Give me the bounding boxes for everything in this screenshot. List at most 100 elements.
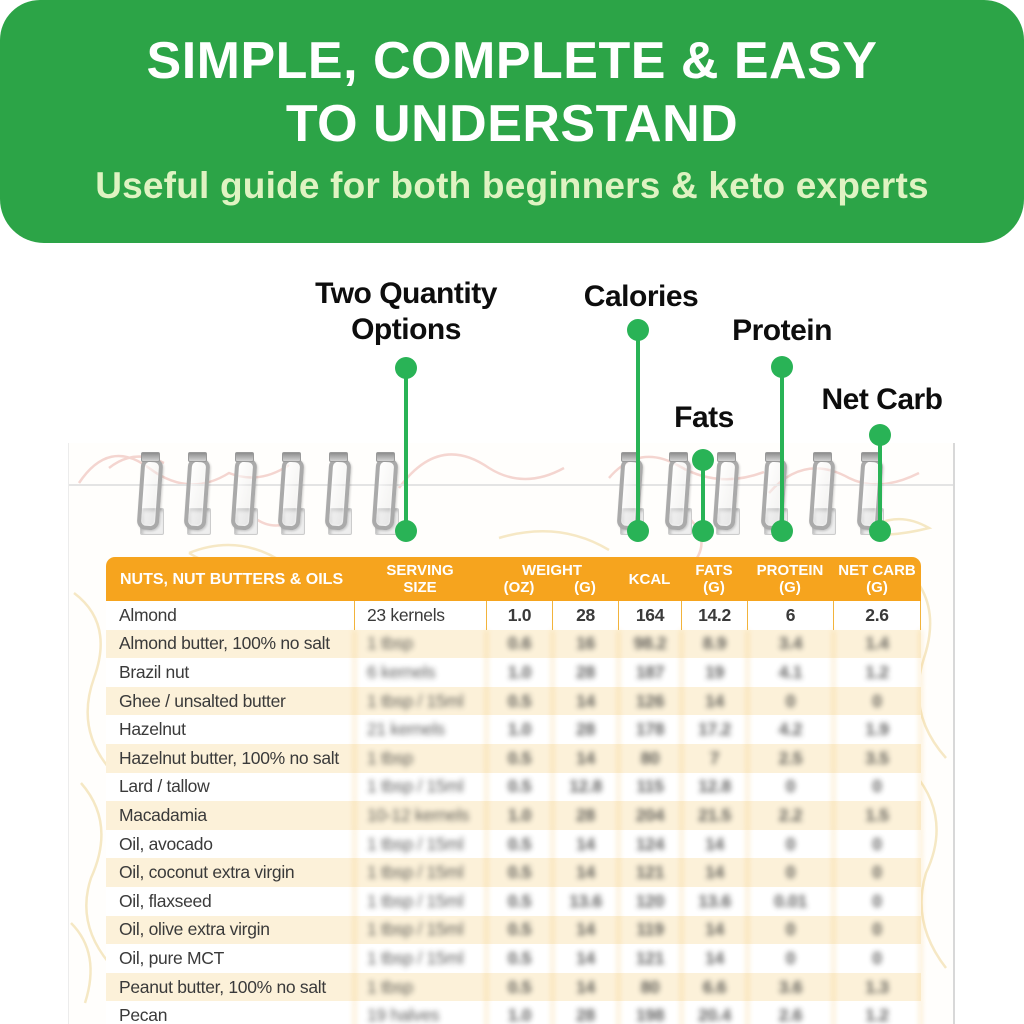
header-weight: WEIGHT (OZ) (G) — [486, 557, 618, 601]
cell-weight-oz: 0.5 — [486, 915, 552, 945]
cell-net-carb: 1.2 — [833, 1001, 921, 1024]
cell-protein: 3.6 — [747, 972, 833, 1002]
cell-food-name: Hazelnut butter, 100% no salt — [119, 747, 339, 768]
cell-food-name: Lard / tallow — [119, 776, 210, 797]
cell-net-carb: 0 — [833, 915, 921, 945]
cell-serving-size: 1 tbsp — [354, 972, 486, 1002]
cell-fats: 17.2 — [681, 715, 747, 744]
pin-stem — [878, 435, 882, 531]
table-row: Oil, pure MCT 1 tbsp / 15ml 0.5 14 121 14 0 0 — [106, 944, 921, 973]
cell-kcal: 126 — [618, 686, 681, 716]
cell-food-name: Peanut butter, 100% no salt — [119, 976, 326, 997]
header-kcal: KCAL — [628, 570, 671, 588]
cell-weight-g: 14 — [552, 686, 618, 716]
table-row: Oil, avocado 1 tbsp / 15ml 0.5 14 124 14 0 0 — [106, 829, 921, 859]
ring-tab — [813, 452, 832, 462]
cell-kcal: 115 — [618, 772, 681, 802]
pin-dot-icon — [627, 520, 649, 542]
table-row: Macadamia 10-12 kernels 1.0 28 204 21.5 2.2 1.5 — [106, 801, 921, 830]
cell-kcal: 80 — [618, 743, 681, 773]
spiral-ring-icon — [230, 452, 258, 538]
cell-net-carb: 1.3 — [833, 972, 921, 1002]
cell-kcal: 80 — [618, 972, 681, 1002]
cell-net-carb: 1.4 — [833, 629, 921, 659]
table-row: Lard / tallow 1 tbsp / 15ml 0.5 12.8 115 12.8… — [106, 772, 921, 802]
cell-serving-size: 1 tbsp / 15ml — [354, 886, 486, 916]
cell-weight-oz: 0.5 — [486, 886, 552, 916]
cell-food-name: Oil, pure MCT — [119, 947, 225, 968]
cell-net-carb: 0 — [833, 944, 921, 973]
table-row: Oil, flaxseed 1 tbsp / 15ml 0.5 13.6 120 13.6… — [106, 886, 921, 916]
banner-subtitle: Useful guide for both beginners & keto e… — [95, 165, 929, 206]
cell-net-carb: 0 — [833, 886, 921, 916]
cell-protein: 2.5 — [747, 743, 833, 773]
cell-weight-oz: 0.6 — [486, 629, 552, 659]
callout-two-quantity-line2: Options — [351, 313, 461, 346]
cell-food-name: Oil, avocado — [119, 833, 213, 854]
cell-weight-oz: 1.0 — [486, 658, 552, 687]
cell-kcal: 121 — [618, 944, 681, 973]
cell-weight-g: 13.6 — [552, 886, 618, 916]
cell-net-carb: 0 — [833, 858, 921, 887]
cell-fats: 21.5 — [681, 801, 747, 830]
cell-fats: 7 — [681, 743, 747, 773]
cell-protein: 0 — [747, 944, 833, 973]
pin-stem — [701, 460, 705, 531]
pin-dot-icon — [692, 520, 714, 542]
ring-tab — [188, 452, 207, 462]
cell-fats: 14 — [681, 858, 747, 887]
cell-weight-g: 28 — [552, 601, 618, 630]
pin-stem — [636, 330, 640, 531]
cell-serving-size: 1 tbsp — [354, 629, 486, 659]
callout-net-carb: Net Carb — [821, 383, 943, 416]
cell-weight-oz: 0.5 — [486, 772, 552, 802]
cell-protein: 0 — [747, 829, 833, 859]
ring-tab — [329, 452, 348, 462]
cell-serving-size: 1 tbsp — [354, 743, 486, 773]
cell-weight-oz: 1.0 — [486, 715, 552, 744]
cell-kcal: 178 — [618, 715, 681, 744]
notebook-page: NUTS, NUT BUTTERS & OILS SERVING SIZE WE… — [68, 443, 955, 1024]
cell-fats: 14 — [681, 915, 747, 945]
cell-food-name: Pecan — [119, 1005, 168, 1024]
header-net-carb: NET CARB (G) — [838, 562, 916, 596]
header-weight-g: (G) — [574, 579, 596, 596]
cell-weight-oz: 1.0 — [486, 1001, 552, 1024]
cell-serving-size: 23 kernels — [354, 601, 486, 630]
cell-kcal: 120 — [618, 886, 681, 916]
table-row: Almond 23 kernels 1.0 28 164 14.2 6 2.6 — [106, 601, 921, 630]
spiral-ring-icon — [371, 452, 399, 538]
cell-protein: 2.6 — [747, 1001, 833, 1024]
cell-weight-g: 14 — [552, 972, 618, 1002]
table-row: Oil, olive extra virgin 1 tbsp / 15ml 0.5 1… — [106, 915, 921, 945]
pin-dot-icon — [869, 520, 891, 542]
ring-tab — [376, 452, 395, 462]
cell-fats: 19 — [681, 658, 747, 687]
cell-serving-size: 21 kernels — [354, 715, 486, 744]
table-row: Ghee / unsalted butter 1 tbsp / 15ml 0.5 14… — [106, 686, 921, 716]
cell-weight-g: 28 — [552, 1001, 618, 1024]
cell-food-name: Hazelnut — [119, 719, 186, 740]
cell-food-name: Oil, flaxseed — [119, 890, 212, 911]
cell-fats: 14 — [681, 829, 747, 859]
cell-fats: 20.4 — [681, 1001, 747, 1024]
cell-serving-size: 1 tbsp / 15ml — [354, 772, 486, 802]
cell-serving-size: 6 kernels — [354, 658, 486, 687]
pin-dot-icon — [395, 520, 417, 542]
spiral-ring-icon — [664, 452, 692, 538]
spiral-ring-icon — [183, 452, 211, 538]
nutrition-table: NUTS, NUT BUTTERS & OILS SERVING SIZE WE… — [106, 557, 921, 1024]
cell-protein: 2.2 — [747, 801, 833, 830]
cell-weight-g: 14 — [552, 858, 618, 887]
header-food-category: NUTS, NUT BUTTERS & OILS — [120, 570, 344, 588]
cell-net-carb: 0 — [833, 772, 921, 802]
table-body: Almond 23 kernels 1.0 28 164 14.2 6 2.6 Almond b… — [106, 601, 921, 1024]
cell-weight-oz: 1.0 — [486, 801, 552, 830]
cell-kcal: 98.2 — [618, 629, 681, 659]
ring-tab — [669, 452, 688, 462]
cell-weight-g: 28 — [552, 658, 618, 687]
table-row: Oil, coconut extra virgin 1 tbsp / 15ml 0.… — [106, 858, 921, 887]
cell-weight-g: 14 — [552, 829, 618, 859]
cell-fats: 8.9 — [681, 629, 747, 659]
